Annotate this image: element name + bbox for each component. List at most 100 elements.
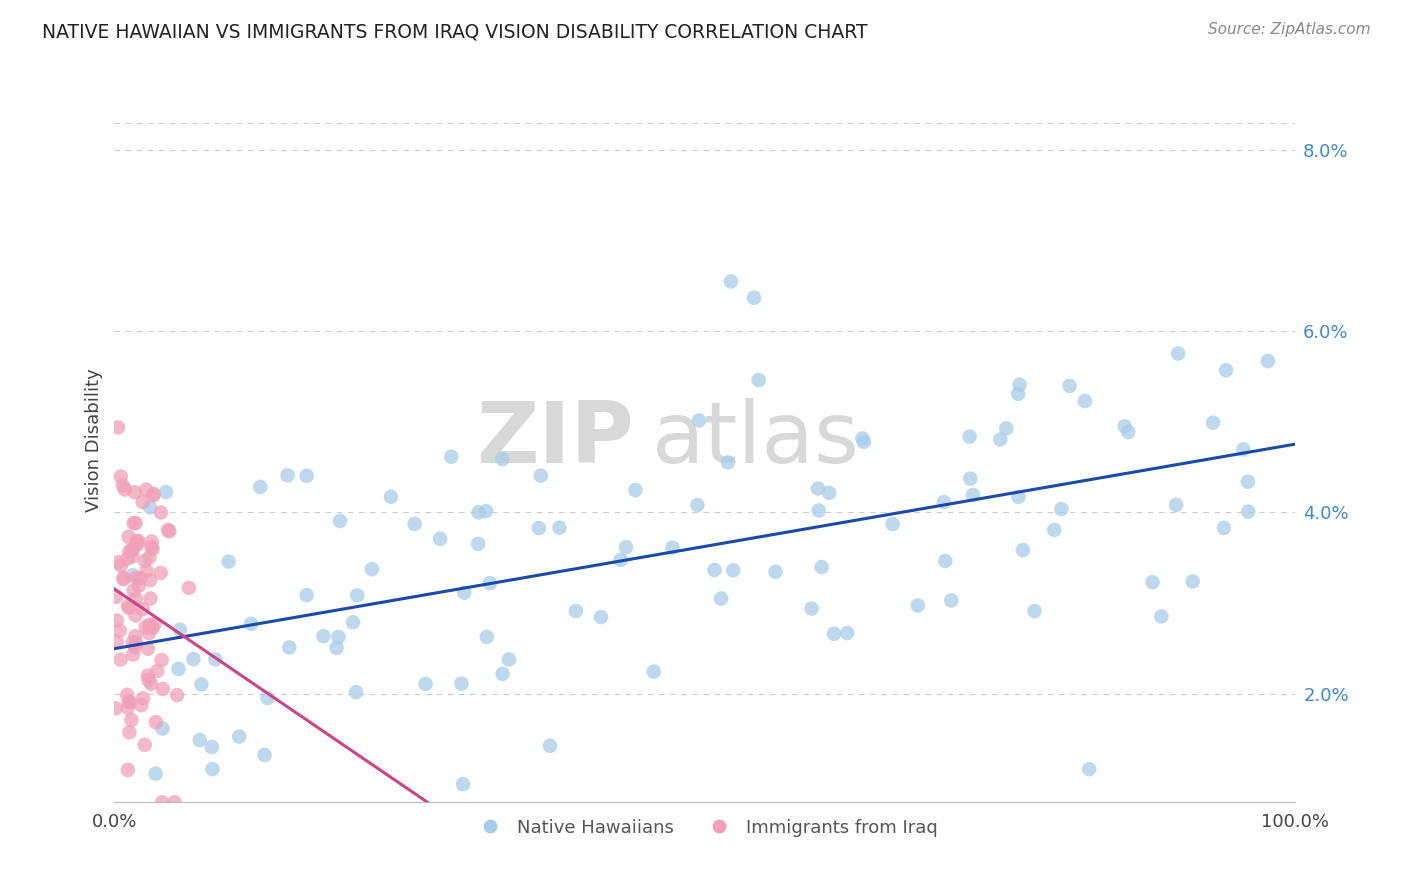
Point — [125, 636, 148, 650]
Point — [127, 534, 149, 549]
Point — [703, 563, 725, 577]
Point — [139, 500, 162, 515]
Point — [122, 583, 145, 598]
Point — [121, 549, 143, 564]
Point — [128, 579, 150, 593]
Point — [807, 503, 830, 517]
Point — [107, 555, 129, 569]
Point — [451, 777, 474, 791]
Point — [475, 504, 498, 518]
Point — [114, 483, 136, 497]
Point — [253, 747, 276, 762]
Point — [823, 626, 845, 640]
Point — [342, 615, 364, 630]
Point — [429, 532, 451, 546]
Point — [527, 521, 550, 535]
Point — [110, 652, 132, 666]
Point — [765, 565, 787, 579]
Point — [117, 599, 139, 614]
Point — [122, 648, 145, 662]
Point — [565, 604, 588, 618]
Point — [142, 487, 165, 501]
Point — [142, 488, 165, 502]
Point — [249, 480, 271, 494]
Point — [328, 630, 350, 644]
Point — [122, 542, 145, 557]
Point — [934, 554, 956, 568]
Point — [107, 420, 129, 434]
Point — [110, 469, 132, 483]
Point — [141, 534, 163, 549]
Point — [124, 629, 146, 643]
Point — [145, 715, 167, 730]
Point — [256, 690, 278, 705]
Point — [131, 495, 153, 509]
Point — [1215, 363, 1237, 377]
Point — [467, 537, 489, 551]
Point — [852, 434, 875, 449]
Point — [1166, 498, 1188, 512]
Point — [121, 568, 143, 582]
Point — [190, 677, 212, 691]
Point — [643, 665, 665, 679]
Point — [1181, 574, 1204, 589]
Point — [475, 630, 498, 644]
Point — [312, 629, 335, 643]
Point — [440, 450, 463, 464]
Point — [415, 677, 437, 691]
Point — [110, 558, 132, 573]
Point — [1150, 609, 1173, 624]
Point — [204, 652, 226, 666]
Point — [882, 516, 904, 531]
Point — [135, 483, 157, 497]
Point — [932, 495, 955, 509]
Point — [150, 795, 173, 809]
Point — [277, 468, 299, 483]
Point — [453, 585, 475, 599]
Point — [188, 733, 211, 747]
Point — [149, 566, 172, 580]
Point — [135, 564, 157, 578]
Point — [907, 599, 929, 613]
Point — [150, 653, 173, 667]
Point — [1024, 604, 1046, 618]
Point — [201, 739, 224, 754]
Point — [1142, 575, 1164, 590]
Point — [624, 483, 647, 497]
Point — [1167, 346, 1189, 360]
Point — [105, 614, 128, 628]
Point — [688, 413, 710, 427]
Point — [105, 590, 128, 604]
Point — [157, 523, 180, 537]
Point — [1213, 521, 1236, 535]
Point — [135, 620, 157, 634]
Point — [136, 669, 159, 683]
Point — [962, 488, 984, 502]
Point — [177, 581, 200, 595]
Point — [380, 490, 402, 504]
Point — [344, 685, 367, 699]
Point — [125, 591, 148, 606]
Point — [118, 725, 141, 739]
Point — [138, 626, 160, 640]
Point — [748, 373, 770, 387]
Point — [129, 698, 152, 713]
Point — [132, 602, 155, 616]
Point — [325, 640, 347, 655]
Point — [959, 472, 981, 486]
Point — [1007, 386, 1029, 401]
Point — [152, 722, 174, 736]
Point — [1007, 490, 1029, 504]
Point — [115, 551, 138, 566]
Point — [124, 608, 146, 623]
Point — [1116, 425, 1139, 439]
Point — [240, 616, 263, 631]
Point — [108, 624, 131, 638]
Point — [115, 688, 138, 702]
Point — [141, 540, 163, 554]
Point — [810, 560, 832, 574]
Point — [118, 530, 141, 544]
Point — [111, 478, 134, 492]
Point — [589, 610, 612, 624]
Point — [1074, 394, 1097, 409]
